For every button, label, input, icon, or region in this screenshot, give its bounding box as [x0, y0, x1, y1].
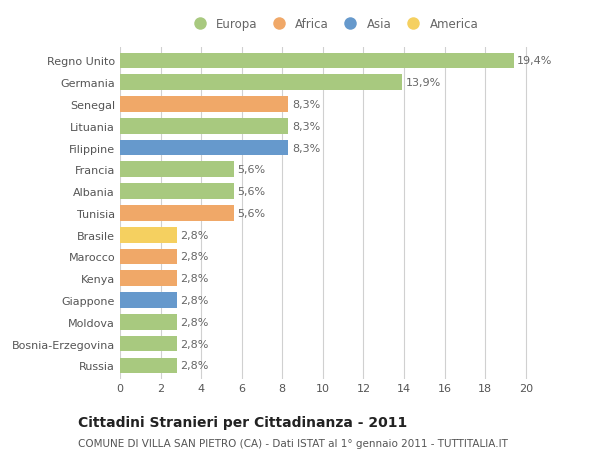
Text: 5,6%: 5,6%: [237, 187, 265, 197]
Bar: [120, 249, 177, 265]
Bar: [120, 336, 177, 352]
Text: 8,3%: 8,3%: [292, 122, 320, 131]
Text: 2,8%: 2,8%: [181, 230, 209, 240]
Text: 19,4%: 19,4%: [517, 56, 553, 66]
Text: 2,8%: 2,8%: [181, 296, 209, 305]
Bar: [120, 271, 177, 286]
Bar: [120, 227, 177, 243]
Bar: [120, 314, 177, 330]
Bar: [120, 97, 289, 112]
Bar: [120, 53, 514, 69]
Text: 2,8%: 2,8%: [181, 317, 209, 327]
Text: COMUNE DI VILLA SAN PIETRO (CA) - Dati ISTAT al 1° gennaio 2011 - TUTTITALIA.IT: COMUNE DI VILLA SAN PIETRO (CA) - Dati I…: [78, 438, 508, 448]
Text: 8,3%: 8,3%: [292, 143, 320, 153]
Bar: [120, 162, 233, 178]
Legend: Europa, Africa, Asia, America: Europa, Africa, Asia, America: [185, 16, 481, 34]
Text: 2,8%: 2,8%: [181, 361, 209, 370]
Bar: [120, 184, 233, 200]
Text: 2,8%: 2,8%: [181, 252, 209, 262]
Bar: [120, 292, 177, 308]
Text: Cittadini Stranieri per Cittadinanza - 2011: Cittadini Stranieri per Cittadinanza - 2…: [78, 415, 407, 429]
Text: 2,8%: 2,8%: [181, 274, 209, 284]
Bar: [120, 118, 289, 134]
Bar: [120, 75, 402, 91]
Bar: [120, 140, 289, 156]
Bar: [120, 206, 233, 221]
Text: 5,6%: 5,6%: [237, 165, 265, 175]
Text: 13,9%: 13,9%: [406, 78, 441, 88]
Bar: [120, 358, 177, 374]
Text: 2,8%: 2,8%: [181, 339, 209, 349]
Text: 5,6%: 5,6%: [237, 208, 265, 218]
Text: 8,3%: 8,3%: [292, 100, 320, 110]
